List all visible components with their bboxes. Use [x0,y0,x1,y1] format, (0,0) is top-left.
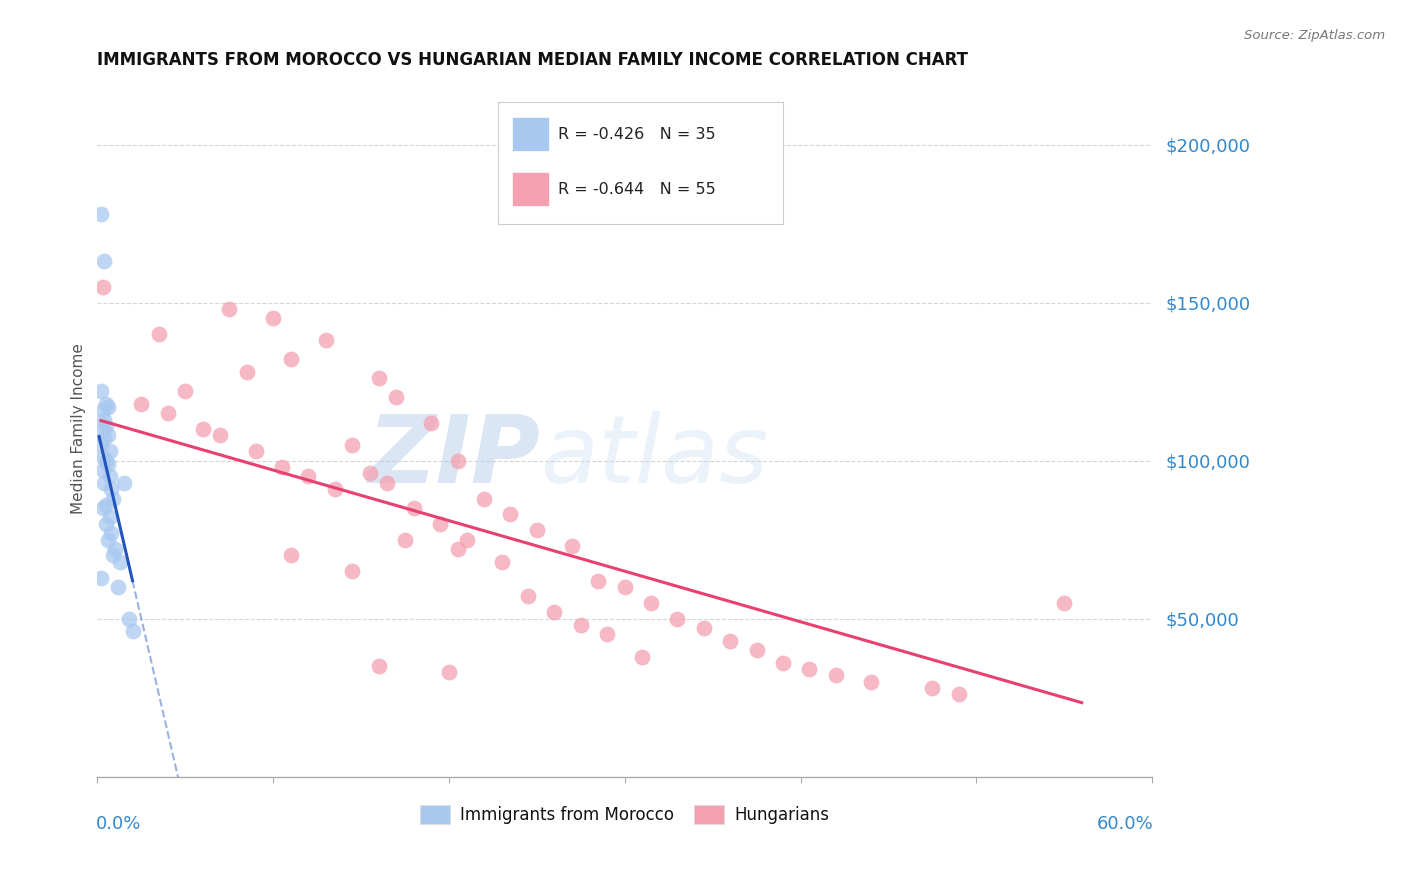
Point [209,428,232,442]
Point [323,482,346,496]
Point [93,475,115,490]
Point [108,555,131,569]
Point [569,618,592,632]
Point [97,428,120,442]
Point [693,621,716,635]
Point [447,542,470,557]
Point [377,475,399,490]
Point [156,406,179,420]
Point [640,596,662,610]
Point [91,450,114,465]
Point [772,656,794,670]
Point [90,570,112,584]
Point [385,390,408,404]
Point [342,564,364,578]
Point [666,612,689,626]
Point [94,453,117,467]
Point [118,612,141,626]
Point [367,659,389,673]
Point [245,444,267,458]
Point [437,665,460,680]
Point [93,254,115,268]
Point [100,482,122,496]
Point [271,459,294,474]
Text: 60.0%: 60.0% [1097,815,1153,833]
Point [94,418,117,433]
Point [90,207,112,221]
Y-axis label: Median Family Income: Median Family Income [72,343,86,515]
Point [526,523,548,537]
Point [394,533,416,547]
Point [315,334,337,348]
Point [824,668,846,682]
Point [90,384,112,398]
Point [367,371,389,385]
Point [98,510,121,524]
Point [429,516,451,531]
Point [420,416,443,430]
Point [859,674,882,689]
Point [456,533,478,547]
Point [236,365,259,379]
Point [91,279,114,293]
Point [447,453,470,467]
Point [472,491,495,506]
Text: ZIP: ZIP [367,411,540,503]
Point [174,384,197,398]
Point [97,533,120,547]
Point [98,444,121,458]
Point [129,397,152,411]
Point [948,688,970,702]
Point [97,400,120,414]
Point [588,574,610,588]
Point [90,438,112,452]
Point [98,469,121,483]
Point [191,422,214,436]
Point [799,662,821,676]
Point [104,542,127,557]
Point [718,633,741,648]
Point [280,352,302,367]
Point [280,549,302,563]
Point [596,627,619,641]
Point [148,327,170,342]
Point [297,469,319,483]
Text: IMMIGRANTS FROM MOROCCO VS HUNGARIAN MEDIAN FAMILY INCOME CORRELATION CHART: IMMIGRANTS FROM MOROCCO VS HUNGARIAN MED… [97,51,969,69]
Text: atlas: atlas [540,411,769,502]
Point [91,422,114,436]
Point [1053,596,1076,610]
Point [342,438,364,452]
Legend: Immigrants from Morocco, Hungarians: Immigrants from Morocco, Hungarians [413,798,837,830]
Point [359,467,381,481]
Point [97,457,120,471]
Point [91,403,114,417]
Point [101,491,124,506]
Point [94,498,117,512]
Point [561,539,583,553]
Point [107,580,129,594]
Text: Source: ZipAtlas.com: Source: ZipAtlas.com [1244,29,1385,42]
Point [631,649,654,664]
Point [218,301,240,316]
Point [499,508,522,522]
Point [491,555,513,569]
Point [745,643,768,657]
Point [93,412,115,426]
Point [94,397,117,411]
Point [91,500,114,515]
Point [262,311,284,326]
Point [91,463,114,477]
Point [121,624,143,639]
Point [517,590,540,604]
Point [402,500,425,515]
Text: 0.0%: 0.0% [96,815,142,833]
Point [613,580,636,594]
Point [93,432,115,446]
Point [94,516,117,531]
Point [100,526,122,541]
Point [543,605,565,619]
Point [921,681,943,695]
Point [112,475,135,490]
Point [101,549,124,563]
